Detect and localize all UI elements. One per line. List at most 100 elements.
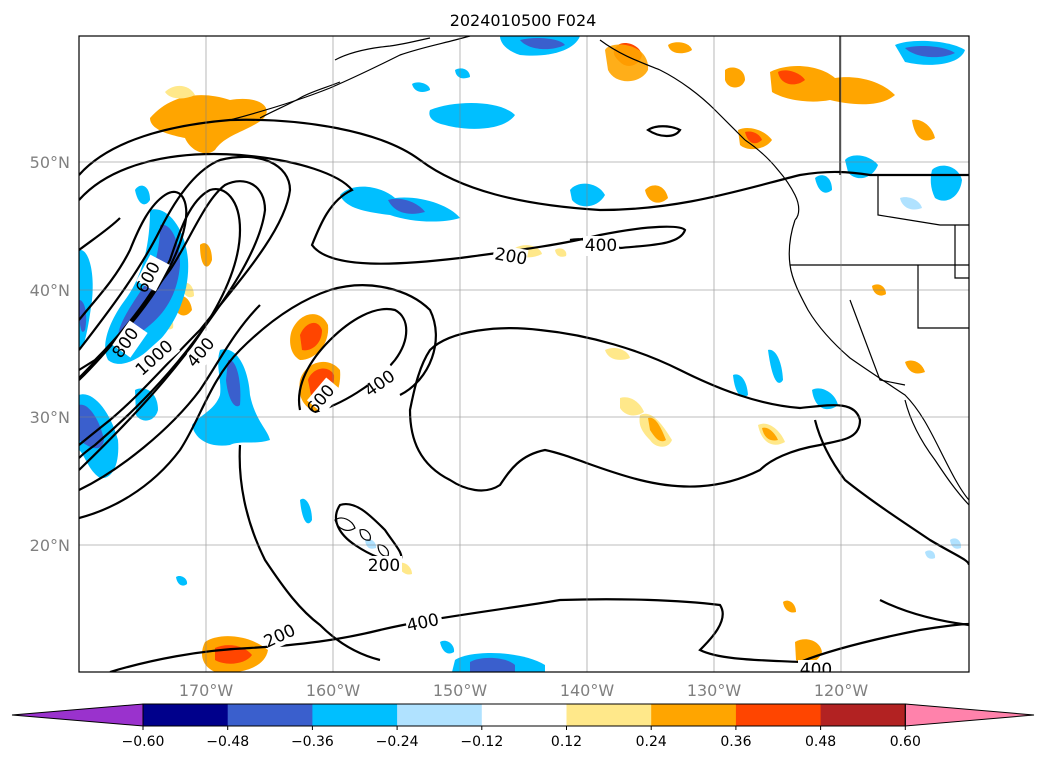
lon-label: 170°W xyxy=(179,681,234,700)
colorbar-tick-label: 0.48 xyxy=(805,734,836,750)
anomaly-blob xyxy=(812,388,838,410)
anomaly-blob xyxy=(226,359,241,407)
contour-label: 400 xyxy=(800,660,832,680)
coastlines xyxy=(229,36,969,557)
colorbar-segment xyxy=(143,704,229,726)
colorbar-segment xyxy=(481,704,567,726)
colorbar-segment xyxy=(735,704,822,726)
colorbar-extend-high xyxy=(904,703,1035,727)
colorbar-tick-label: 0.12 xyxy=(551,734,582,750)
anomaly-blob xyxy=(135,185,150,205)
contour-line xyxy=(79,155,292,446)
lon-label: 140°W xyxy=(560,681,615,700)
map-area: 600 800 1000 400 600 400 200 400 200 200… xyxy=(79,36,969,680)
anomaly-blob xyxy=(388,198,425,214)
contour-line xyxy=(79,284,437,520)
contour-line xyxy=(879,599,969,627)
state-border xyxy=(954,225,969,279)
anomaly-blob xyxy=(768,349,783,383)
state-border xyxy=(849,299,906,386)
contour-line xyxy=(109,598,801,672)
anomaly-blob xyxy=(778,70,805,85)
contours xyxy=(79,118,969,672)
alaska-coastline xyxy=(334,37,431,61)
contour-line xyxy=(408,327,862,492)
anomaly-blob xyxy=(620,397,644,416)
bc-coastline xyxy=(744,139,800,221)
contour-line xyxy=(79,180,267,459)
latitude-labels: 50°N 40°N 30°N 20°N xyxy=(30,153,70,555)
gridlines xyxy=(79,36,969,672)
contour-line xyxy=(238,444,381,662)
anomaly-blob xyxy=(925,550,936,559)
anomaly-blob xyxy=(520,37,565,50)
anomaly-blob xyxy=(365,539,377,549)
contour-line xyxy=(79,217,121,251)
anomaly-blob xyxy=(950,538,962,549)
anomaly-blob xyxy=(912,119,935,141)
anomaly-blob xyxy=(725,67,745,88)
colorbar-segment xyxy=(820,704,906,726)
anomaly-blob xyxy=(905,360,925,374)
anomaly-blob xyxy=(470,657,515,672)
anomaly-blob xyxy=(455,68,470,79)
contour-line xyxy=(79,118,969,212)
anomaly-blob xyxy=(135,388,158,421)
colorbar-tick-label: −0.60 xyxy=(122,734,165,750)
anomaly-blob xyxy=(762,427,778,441)
colorbar-tick-label: 0.60 xyxy=(890,734,921,750)
state-border xyxy=(917,265,969,329)
colorbar-tick-label: −0.24 xyxy=(376,734,419,750)
island xyxy=(334,517,356,531)
anomaly-blob xyxy=(300,498,312,524)
shaded-anomalies xyxy=(79,36,965,672)
anomaly-blob xyxy=(900,197,922,210)
colorbar-extend-low xyxy=(11,703,144,727)
colorbar-frame xyxy=(142,703,906,727)
lat-label: 40°N xyxy=(30,281,70,300)
anomaly-blob xyxy=(770,66,895,105)
lon-label: 120°W xyxy=(814,681,869,700)
colorbar-tick-label: 0.36 xyxy=(720,734,751,750)
anomaly-blob xyxy=(570,183,605,207)
anomaly-blob xyxy=(605,347,630,360)
alaska-coastline xyxy=(259,81,341,119)
lon-label: 150°W xyxy=(433,681,488,700)
contour-line xyxy=(813,419,969,566)
lat-label: 50°N xyxy=(30,153,70,172)
longitude-labels: 170°W 160°W 150°W 140°W 130°W 120°W xyxy=(179,681,869,700)
lat-label: 20°N xyxy=(30,536,70,555)
colorbar-segment xyxy=(651,704,737,726)
anomaly-blob xyxy=(165,85,195,99)
anomaly-blob xyxy=(783,600,796,613)
island xyxy=(359,529,371,541)
alaska-coastline xyxy=(229,36,471,121)
lat-label: 30°N xyxy=(30,408,70,427)
anomaly-blob xyxy=(176,575,188,586)
anomaly-blob xyxy=(733,374,748,397)
anomaly-blob xyxy=(555,248,567,257)
anomaly-blob xyxy=(905,45,955,58)
colorbar-segment xyxy=(312,704,398,726)
anomaly-blob xyxy=(605,44,649,82)
anomaly-blob xyxy=(150,95,267,154)
contour-label: 400 xyxy=(585,236,617,256)
anomaly-blob xyxy=(429,103,515,129)
colorbar-segment xyxy=(227,704,313,726)
anomaly-blob xyxy=(645,185,668,203)
anomaly-blob xyxy=(745,131,762,144)
lon-label: 160°W xyxy=(306,681,361,700)
lon-label: 130°W xyxy=(687,681,742,700)
map-frame xyxy=(78,35,970,673)
anomaly-blob xyxy=(668,42,692,54)
anomaly-blob xyxy=(412,82,430,92)
colorbar-tick-label: 0.24 xyxy=(636,734,667,750)
colorbar-tick-label: −0.12 xyxy=(460,734,503,750)
anomaly-blob xyxy=(648,417,666,442)
contour-label: 200 xyxy=(368,556,400,576)
colorbar-tick-label: −0.48 xyxy=(206,734,249,750)
contour-line xyxy=(646,125,682,138)
contour-line xyxy=(79,304,261,491)
anomaly-blob xyxy=(440,640,455,654)
